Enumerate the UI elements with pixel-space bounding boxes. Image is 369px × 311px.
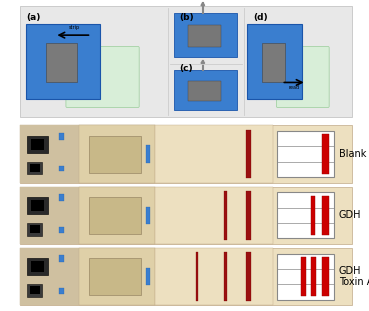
Bar <box>174 13 237 57</box>
Bar <box>20 125 352 183</box>
Bar <box>20 187 155 244</box>
Bar <box>311 257 317 296</box>
Bar <box>79 125 155 183</box>
Text: (b): (b) <box>179 13 194 22</box>
Bar <box>301 257 306 296</box>
Text: (c): (c) <box>179 64 193 73</box>
Bar <box>20 125 79 183</box>
Bar <box>146 207 150 224</box>
Bar <box>46 44 77 82</box>
Bar <box>188 81 221 101</box>
Bar <box>196 253 198 301</box>
Bar <box>20 248 79 305</box>
Text: read: read <box>289 85 300 90</box>
Bar <box>277 131 334 177</box>
Bar <box>20 248 352 305</box>
Bar <box>89 136 141 173</box>
Bar <box>322 134 329 174</box>
Bar <box>188 25 221 47</box>
Bar <box>322 196 329 235</box>
Bar <box>246 253 251 301</box>
Bar <box>59 227 65 233</box>
Bar <box>20 6 352 117</box>
Bar <box>89 197 141 234</box>
Bar <box>27 197 48 214</box>
Bar <box>146 268 150 285</box>
Bar <box>248 24 302 99</box>
Bar <box>246 191 251 239</box>
Bar <box>27 24 100 99</box>
Polygon shape <box>201 2 205 6</box>
Bar <box>30 164 40 172</box>
Bar <box>262 44 285 82</box>
Bar <box>30 286 40 295</box>
FancyBboxPatch shape <box>276 47 329 107</box>
Bar <box>31 261 44 272</box>
Text: Blank: Blank <box>339 149 366 159</box>
Bar <box>311 196 315 235</box>
Bar <box>59 255 65 262</box>
Bar <box>322 257 329 296</box>
Text: GDH
Toxin A,B: GDH Toxin A,B <box>339 266 369 287</box>
Text: strip: strip <box>69 25 80 30</box>
Bar <box>246 130 251 178</box>
Bar <box>79 248 155 305</box>
Bar <box>27 223 42 235</box>
Bar <box>30 225 40 233</box>
Bar <box>27 162 42 174</box>
Bar <box>89 258 141 295</box>
Bar <box>59 166 65 171</box>
Bar <box>174 70 237 110</box>
Bar <box>27 136 48 153</box>
Bar <box>155 187 273 244</box>
Text: (a): (a) <box>26 13 40 22</box>
Bar <box>27 284 42 297</box>
Text: (d): (d) <box>253 13 268 22</box>
Bar <box>224 253 227 301</box>
Bar <box>155 125 273 183</box>
Bar <box>59 288 65 294</box>
Bar <box>31 200 44 211</box>
Bar <box>224 191 227 239</box>
Text: GDH: GDH <box>339 210 361 220</box>
Bar <box>155 248 273 305</box>
Bar <box>20 125 155 183</box>
Bar <box>277 192 334 238</box>
Bar <box>20 187 352 244</box>
FancyBboxPatch shape <box>66 47 139 107</box>
Bar <box>146 146 150 163</box>
Bar <box>31 139 44 150</box>
Bar <box>27 258 48 276</box>
Bar <box>79 187 155 244</box>
Bar <box>20 187 79 244</box>
Bar <box>59 133 65 140</box>
Bar <box>59 194 65 201</box>
Bar <box>20 248 155 305</box>
Polygon shape <box>201 60 205 63</box>
Bar <box>277 254 334 300</box>
